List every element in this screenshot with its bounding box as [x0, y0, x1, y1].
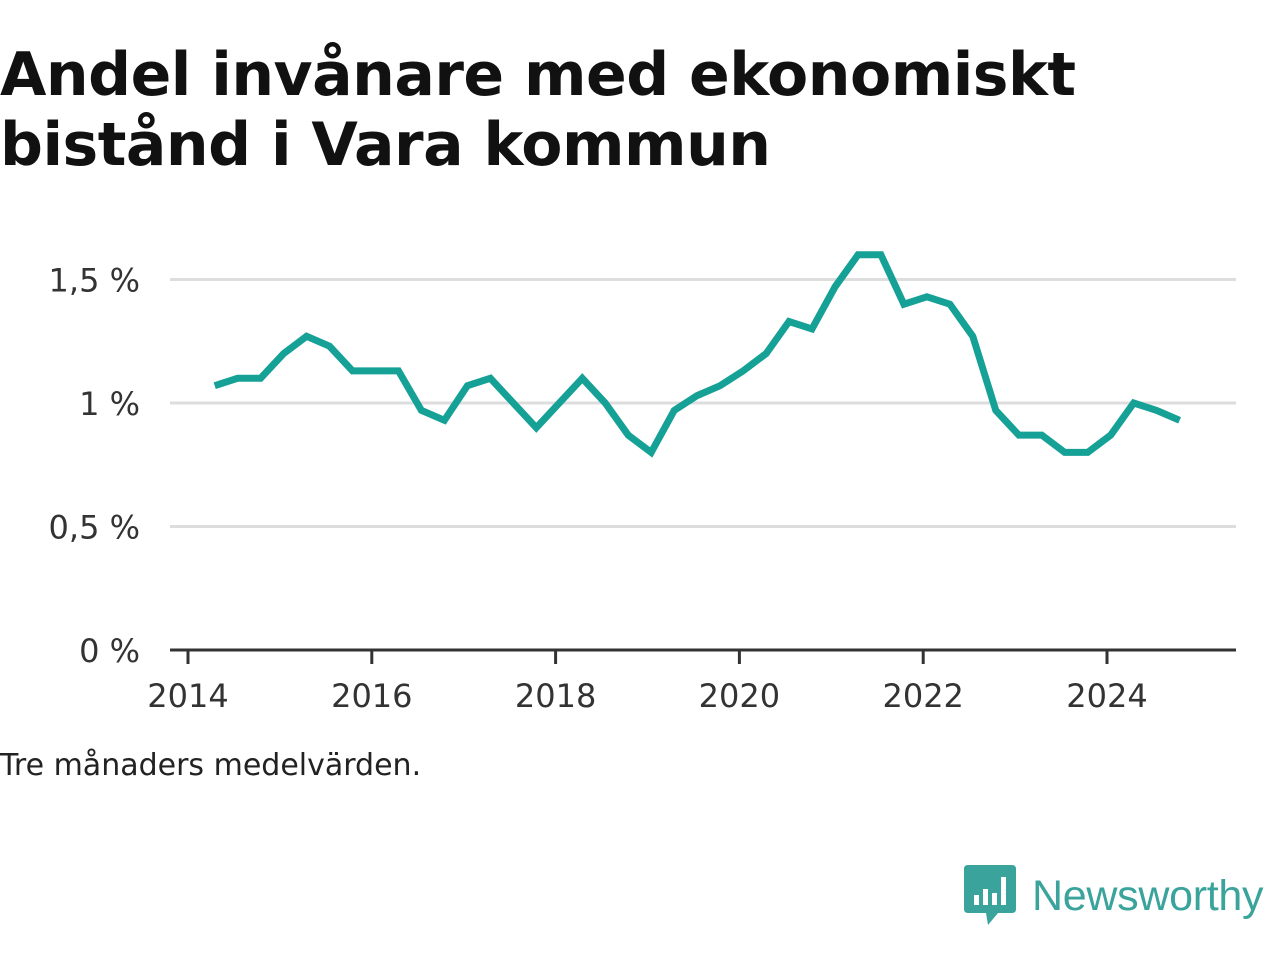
series-line — [213, 251, 1181, 458]
y-tick-label: 1,5 % — [49, 262, 140, 300]
line-chart: 0 % 0,5 % 1 % 1,5 % 2014 2016 2018 2020 2022 202… — [49, 251, 1236, 715]
series-layer — [213, 251, 1181, 458]
y-tick-label: 1 % — [79, 385, 140, 423]
x-tick-label: 2018 — [515, 677, 596, 715]
x-tick-label: 2016 — [331, 677, 412, 715]
gridlines — [170, 278, 1236, 528]
y-tick-label: 0,5 % — [49, 509, 140, 547]
x-tick-label: 2014 — [147, 677, 228, 715]
brand-logo[interactable]: Newsworthy — [964, 864, 1263, 928]
y-tick-label: 0 % — [79, 632, 140, 670]
y-axis-tick-labels: 0 % 0,5 % 1 % 1,5 % — [49, 262, 140, 671]
x-tick-label: 2024 — [1066, 677, 1147, 715]
x-axis-tick-labels: 2014 2016 2018 2020 2022 2024 — [147, 677, 1147, 715]
x-tick-label: 2020 — [699, 677, 780, 715]
chart-footnote: Tre månaders medelvärden. — [0, 748, 422, 783]
newsworthy-logo-icon — [964, 865, 1016, 925]
x-tick-label: 2022 — [882, 677, 963, 715]
brand-name: Newsworthy — [1032, 871, 1264, 920]
x-axis — [170, 648, 1236, 664]
chart-title: Andel invånare med ekonomiskt bistånd i … — [0, 40, 1076, 180]
